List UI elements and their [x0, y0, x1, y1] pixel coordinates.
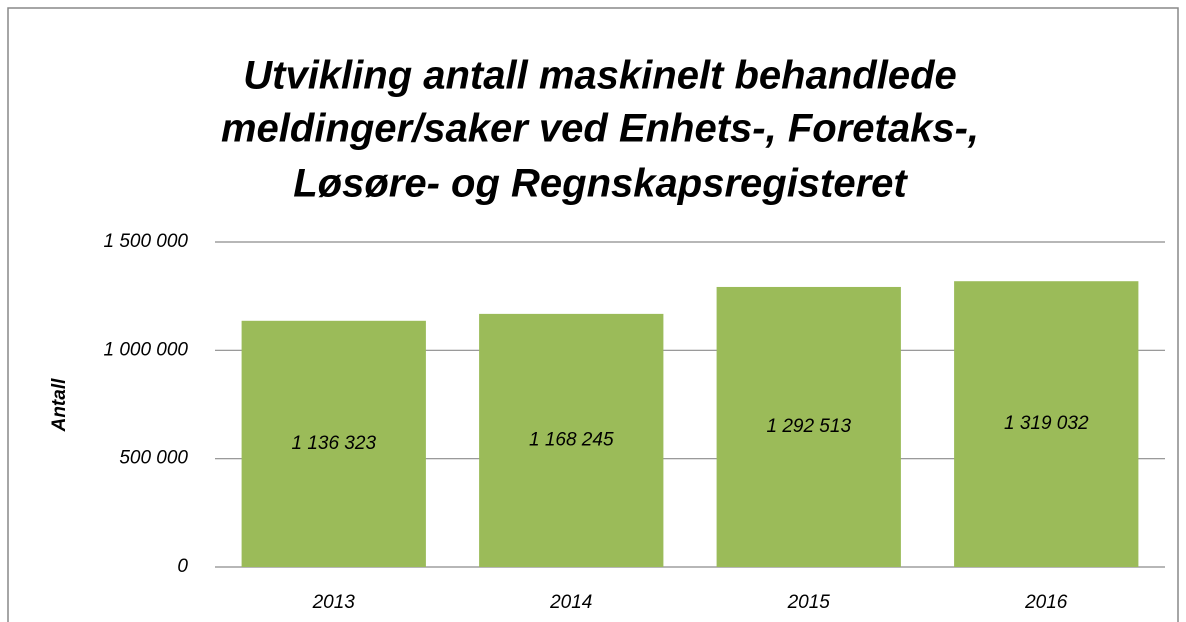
chart-frame: [7, 7, 1179, 622]
y-tick-label: 1 000 000: [103, 339, 188, 360]
y-tick-label: 1 500 000: [103, 231, 188, 252]
x-tick-label: 2016: [1024, 592, 1068, 613]
y-axis-label: Antall: [49, 378, 70, 433]
x-tick-label: 2015: [787, 592, 831, 613]
y-tick-label: 500 000: [119, 448, 188, 469]
bar: [716, 286, 901, 567]
bar: [479, 313, 664, 567]
data-label: 1 136 323: [291, 433, 376, 454]
bar: [241, 320, 426, 567]
y-tick-label: 0: [177, 556, 188, 577]
data-label: 1 168 245: [529, 429, 614, 450]
bar: [954, 281, 1139, 567]
chart-title: Utvikling antall maskinelt behandlede: [243, 54, 957, 98]
chart-title: meldinger/saker ved Enhets-, Foretaks-,: [221, 107, 979, 151]
x-tick-label: 2013: [312, 592, 356, 613]
data-label: 1 319 032: [1004, 413, 1089, 434]
x-tick-label: 2014: [549, 592, 592, 613]
data-label: 1 292 513: [766, 416, 851, 437]
chart-title: Løsøre- og Regnskapsregisteret: [293, 162, 908, 206]
